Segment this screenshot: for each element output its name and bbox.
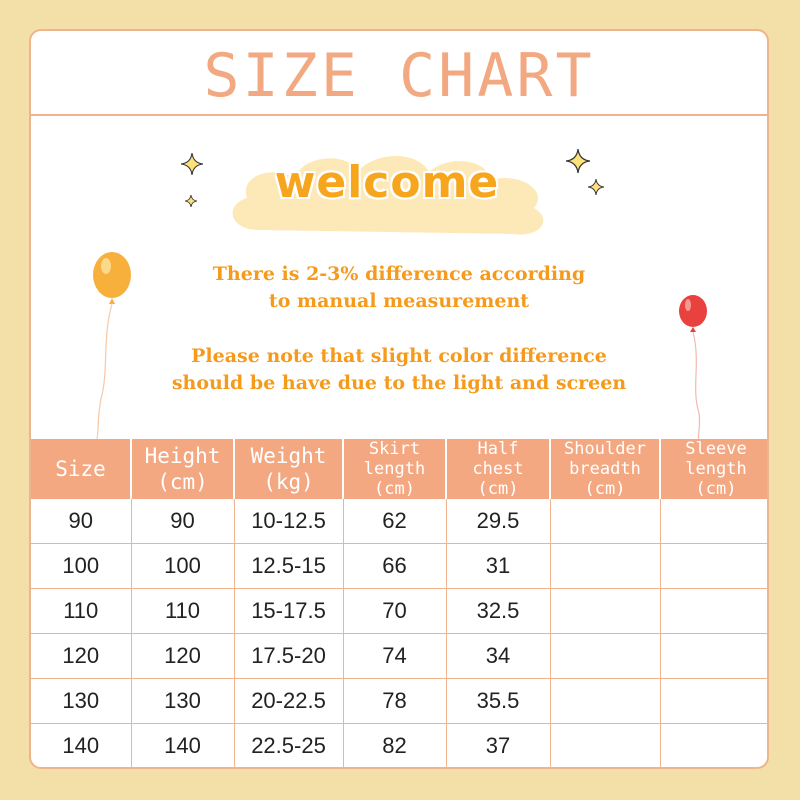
table-cell: 20-22.5 — [234, 678, 344, 724]
table-row: 120 120 17.5-20 74 34 — [31, 633, 767, 679]
col-header-sleeve-length: Sleeve length (cm) — [660, 439, 767, 499]
table-cell: 37 — [446, 723, 551, 767]
table-cell: 74 — [343, 633, 447, 679]
table-cell: 34 — [446, 633, 551, 679]
table-cell — [660, 499, 767, 544]
table-cell — [660, 678, 767, 724]
table-cell: 35.5 — [446, 678, 551, 724]
note-line: to manual measurement — [268, 290, 530, 312]
table-row: 140 140 22.5-25 82 37 — [31, 723, 767, 768]
table-cell: 17.5-20 — [234, 633, 344, 679]
table-cell: 32.5 — [446, 588, 551, 634]
table-cell: 90 — [131, 499, 235, 544]
table-cell — [660, 633, 767, 679]
table-cell: 100 — [131, 543, 235, 589]
table-cell — [660, 543, 767, 589]
col-header-half-chest: Half chest (cm) — [446, 439, 551, 499]
sparkle-icon — [185, 195, 197, 207]
page-title: SIZE CHART — [203, 41, 595, 111]
table-cell: 31 — [446, 543, 551, 589]
table-cell — [550, 543, 661, 589]
table-row: 100 100 12.5-15 66 31 — [31, 543, 767, 589]
col-header-weight: Weight (kg) — [234, 439, 344, 499]
red-balloon-icon — [679, 295, 707, 443]
table-row: 130 130 20-22.5 78 35.5 — [31, 678, 767, 724]
col-header-skirt-length: Skirt length (cm) — [343, 439, 447, 499]
table-cell: 110 — [31, 588, 132, 634]
sparkle-icon — [181, 153, 203, 175]
table-cell — [550, 723, 661, 767]
table-cell: 22.5-25 — [234, 723, 344, 767]
table-cell: 140 — [131, 723, 235, 767]
table-cell: 140 — [31, 723, 132, 767]
size-chart-card: SIZE CHART welcome There is 2-3% differe… — [29, 29, 769, 769]
col-header-size: Size — [31, 439, 132, 499]
cloud-shape — [232, 155, 544, 235]
note-line: There is 2-3% difference according — [212, 263, 586, 285]
table-cell: 15-17.5 — [234, 588, 344, 634]
table-header-row: Size Height (cm) Weight (kg) Skirt length (c… — [31, 439, 767, 499]
table-cell: 70 — [343, 588, 447, 634]
table-row: 110 110 15-17.5 70 32.5 — [31, 588, 767, 634]
table-cell — [550, 633, 661, 679]
sparkle-icon — [566, 149, 590, 173]
note-line: Please note that slight color difference — [191, 345, 607, 367]
size-table: Size Height (cm) Weight (kg) Skirt length (c… — [31, 439, 767, 768]
color-note: Please note that slight color difference… — [31, 343, 767, 397]
table-cell: 90 — [31, 499, 132, 544]
welcome-heading: welcome — [274, 157, 500, 208]
table-cell: 100 — [31, 543, 132, 589]
note-line: should be have due to the light and scre… — [171, 372, 627, 394]
table-cell: 12.5-15 — [234, 543, 344, 589]
table-cell — [660, 588, 767, 634]
table-row: 90 90 10-12.5 62 29.5 — [31, 499, 767, 544]
table-cell — [550, 499, 661, 544]
measurement-note: There is 2-3% difference according to ma… — [31, 261, 767, 315]
table-cell — [550, 678, 661, 724]
table-cell: 78 — [343, 678, 447, 724]
orange-balloon-icon — [93, 252, 131, 439]
table-cell: 130 — [131, 678, 235, 724]
table-cell — [550, 588, 661, 634]
table-cell — [660, 724, 767, 768]
table-cell: 130 — [31, 678, 132, 724]
table-cell: 82 — [343, 723, 447, 767]
col-header-height: Height (cm) — [131, 439, 235, 499]
table-cell: 29.5 — [446, 499, 551, 544]
table-cell: 120 — [131, 633, 235, 679]
col-header-shoulder-breadth: Shoulder breadth (cm) — [550, 439, 661, 499]
table-cell: 66 — [343, 543, 447, 589]
table-cell: 110 — [131, 588, 235, 634]
table-cell: 62 — [343, 499, 447, 544]
table-cell: 10-12.5 — [234, 499, 344, 544]
sparkle-icon — [588, 179, 604, 195]
title-band: SIZE CHART — [31, 31, 767, 116]
table-cell: 120 — [31, 633, 132, 679]
